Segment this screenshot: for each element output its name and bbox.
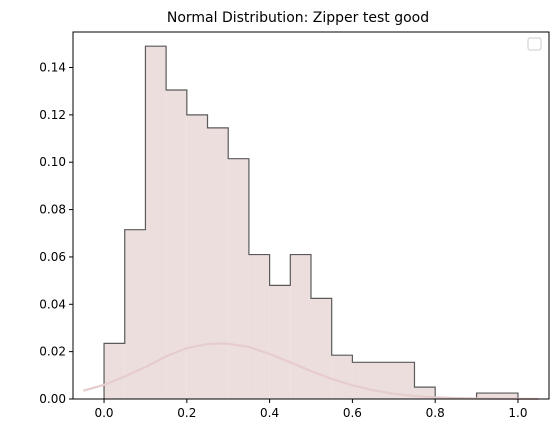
y-tick-label: 0.10 — [39, 155, 66, 169]
y-tick-label: 0.04 — [39, 297, 66, 311]
x-tick-label: 1.0 — [508, 406, 527, 420]
plot-area — [83, 46, 538, 399]
histogram-bar-2 — [145, 46, 166, 399]
histogram-bar-12 — [352, 362, 414, 399]
x-tick-label: 0.6 — [343, 406, 362, 420]
histogram-bar-8 — [270, 285, 291, 399]
y-tick-label: 0.14 — [39, 61, 66, 75]
histogram-bar-1 — [125, 230, 146, 399]
histogram-bar-9 — [290, 255, 311, 399]
y-tick-label: 0.06 — [39, 250, 66, 264]
x-tick-label: 0.2 — [177, 406, 196, 420]
x-tick-label: 0.8 — [426, 406, 445, 420]
histogram-bar-5 — [208, 128, 229, 399]
y-tick-label: 0.08 — [39, 203, 66, 217]
histogram-bar-4 — [187, 115, 208, 399]
y-tick-label: 0.00 — [39, 392, 66, 406]
histogram-bar-6 — [228, 159, 249, 399]
histogram-bar-11 — [332, 355, 353, 399]
histogram-bar-0 — [104, 343, 125, 399]
x-tick-label: 0.4 — [260, 406, 279, 420]
histogram-bar-10 — [311, 298, 332, 399]
x-tick-label: 0.0 — [94, 406, 113, 420]
histogram-bar-7 — [249, 255, 270, 399]
y-tick-label: 0.12 — [39, 108, 66, 122]
legend-box — [528, 38, 541, 50]
chart-title: Normal Distribution: Zipper test good — [167, 10, 429, 26]
y-tick-label: 0.02 — [39, 345, 66, 359]
